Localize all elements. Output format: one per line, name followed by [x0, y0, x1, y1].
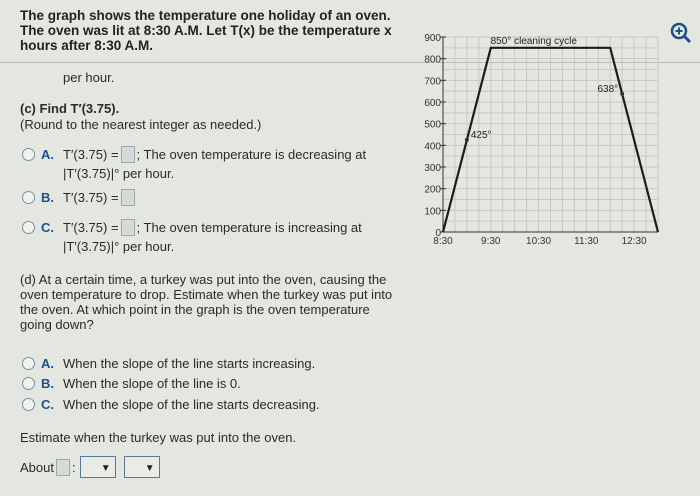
previous-answer-tail: per hour.: [63, 70, 115, 85]
y-tick-label: 200: [424, 185, 441, 196]
y-tick-label: 400: [424, 141, 441, 152]
option-c-line2: |T′(3.75)|° per hour.: [63, 239, 175, 254]
radio-button[interactable]: [22, 191, 35, 204]
x-tick-label: 11:30: [574, 236, 599, 247]
temperature-chart: 0 100 200 300 400 500 600 700 800 900 8:30 9:30 10:3…: [424, 33, 660, 247]
answer-input[interactable]: [120, 146, 135, 163]
chevron-down-icon: ▼: [100, 463, 111, 474]
x-tick-label: 8:30: [433, 236, 453, 247]
annotation-label: 425°: [471, 130, 492, 141]
x-tick-label: 10:30: [526, 236, 551, 247]
problem-statement: The graph shows the temperature one holi…: [20, 8, 392, 53]
annotation-label: 850° cleaning cycle: [491, 36, 578, 47]
radio-button[interactable]: [22, 148, 35, 161]
minute-dropdown[interactable]: ▼: [79, 456, 116, 478]
chevron-down-icon: ▼: [144, 463, 155, 474]
option-d-b[interactable]: B. When the slope of the line is 0.: [22, 376, 241, 391]
estimate-prompt: Estimate when the turkey was put into th…: [20, 430, 297, 445]
radio-button[interactable]: [22, 377, 35, 390]
part-c-title: (c) Find T′(3.75).: [20, 101, 120, 116]
option-c-a[interactable]: A. T′(3.75) =; The oven temperature is d…: [22, 146, 366, 163]
colon: :: [71, 459, 76, 475]
radio-button[interactable]: [22, 221, 35, 234]
option-c-c[interactable]: C. T′(3.75) =; The oven temperature is i…: [22, 219, 362, 236]
about-label: About: [20, 459, 54, 475]
part-d-question: (d) At a certain time, a turkey was put …: [20, 272, 393, 332]
part-c-note: (Round to the nearest integer as needed.…: [20, 117, 262, 132]
y-tick-label: 300: [424, 163, 441, 174]
y-tick-label: 100: [424, 206, 441, 217]
hour-input[interactable]: [55, 458, 70, 476]
y-tick-label: 700: [424, 76, 441, 87]
y-tick-label: 500: [424, 120, 441, 131]
data-point: [464, 137, 469, 142]
option-d-c[interactable]: C. When the slope of the line starts dec…: [22, 397, 320, 412]
x-tick-label: 12:30: [622, 236, 647, 247]
ampm-dropdown[interactable]: ▼: [123, 456, 160, 478]
y-tick-label: 0: [435, 228, 441, 239]
option-a-line2: |T′(3.75)|° per hour.: [63, 166, 175, 181]
option-c-b[interactable]: B. T′(3.75) =: [22, 189, 137, 206]
data-point: [620, 91, 625, 96]
x-tick-label: 9:30: [481, 236, 501, 247]
radio-button[interactable]: [22, 357, 35, 370]
y-tick-label: 900: [424, 33, 441, 44]
y-tick-label: 800: [424, 55, 441, 66]
answer-input[interactable]: [120, 219, 135, 236]
option-d-a[interactable]: A. When the slope of the line starts inc…: [22, 356, 315, 371]
time-estimate-row: About : ▼ ▼: [20, 456, 160, 478]
zoom-in-icon[interactable]: [670, 22, 692, 44]
radio-button[interactable]: [22, 398, 35, 411]
answer-input[interactable]: [120, 189, 135, 206]
problem-header: The graph shows the temperature one holi…: [0, 0, 700, 63]
annotation-label: 638°: [597, 84, 618, 95]
y-tick-label: 600: [424, 98, 441, 109]
